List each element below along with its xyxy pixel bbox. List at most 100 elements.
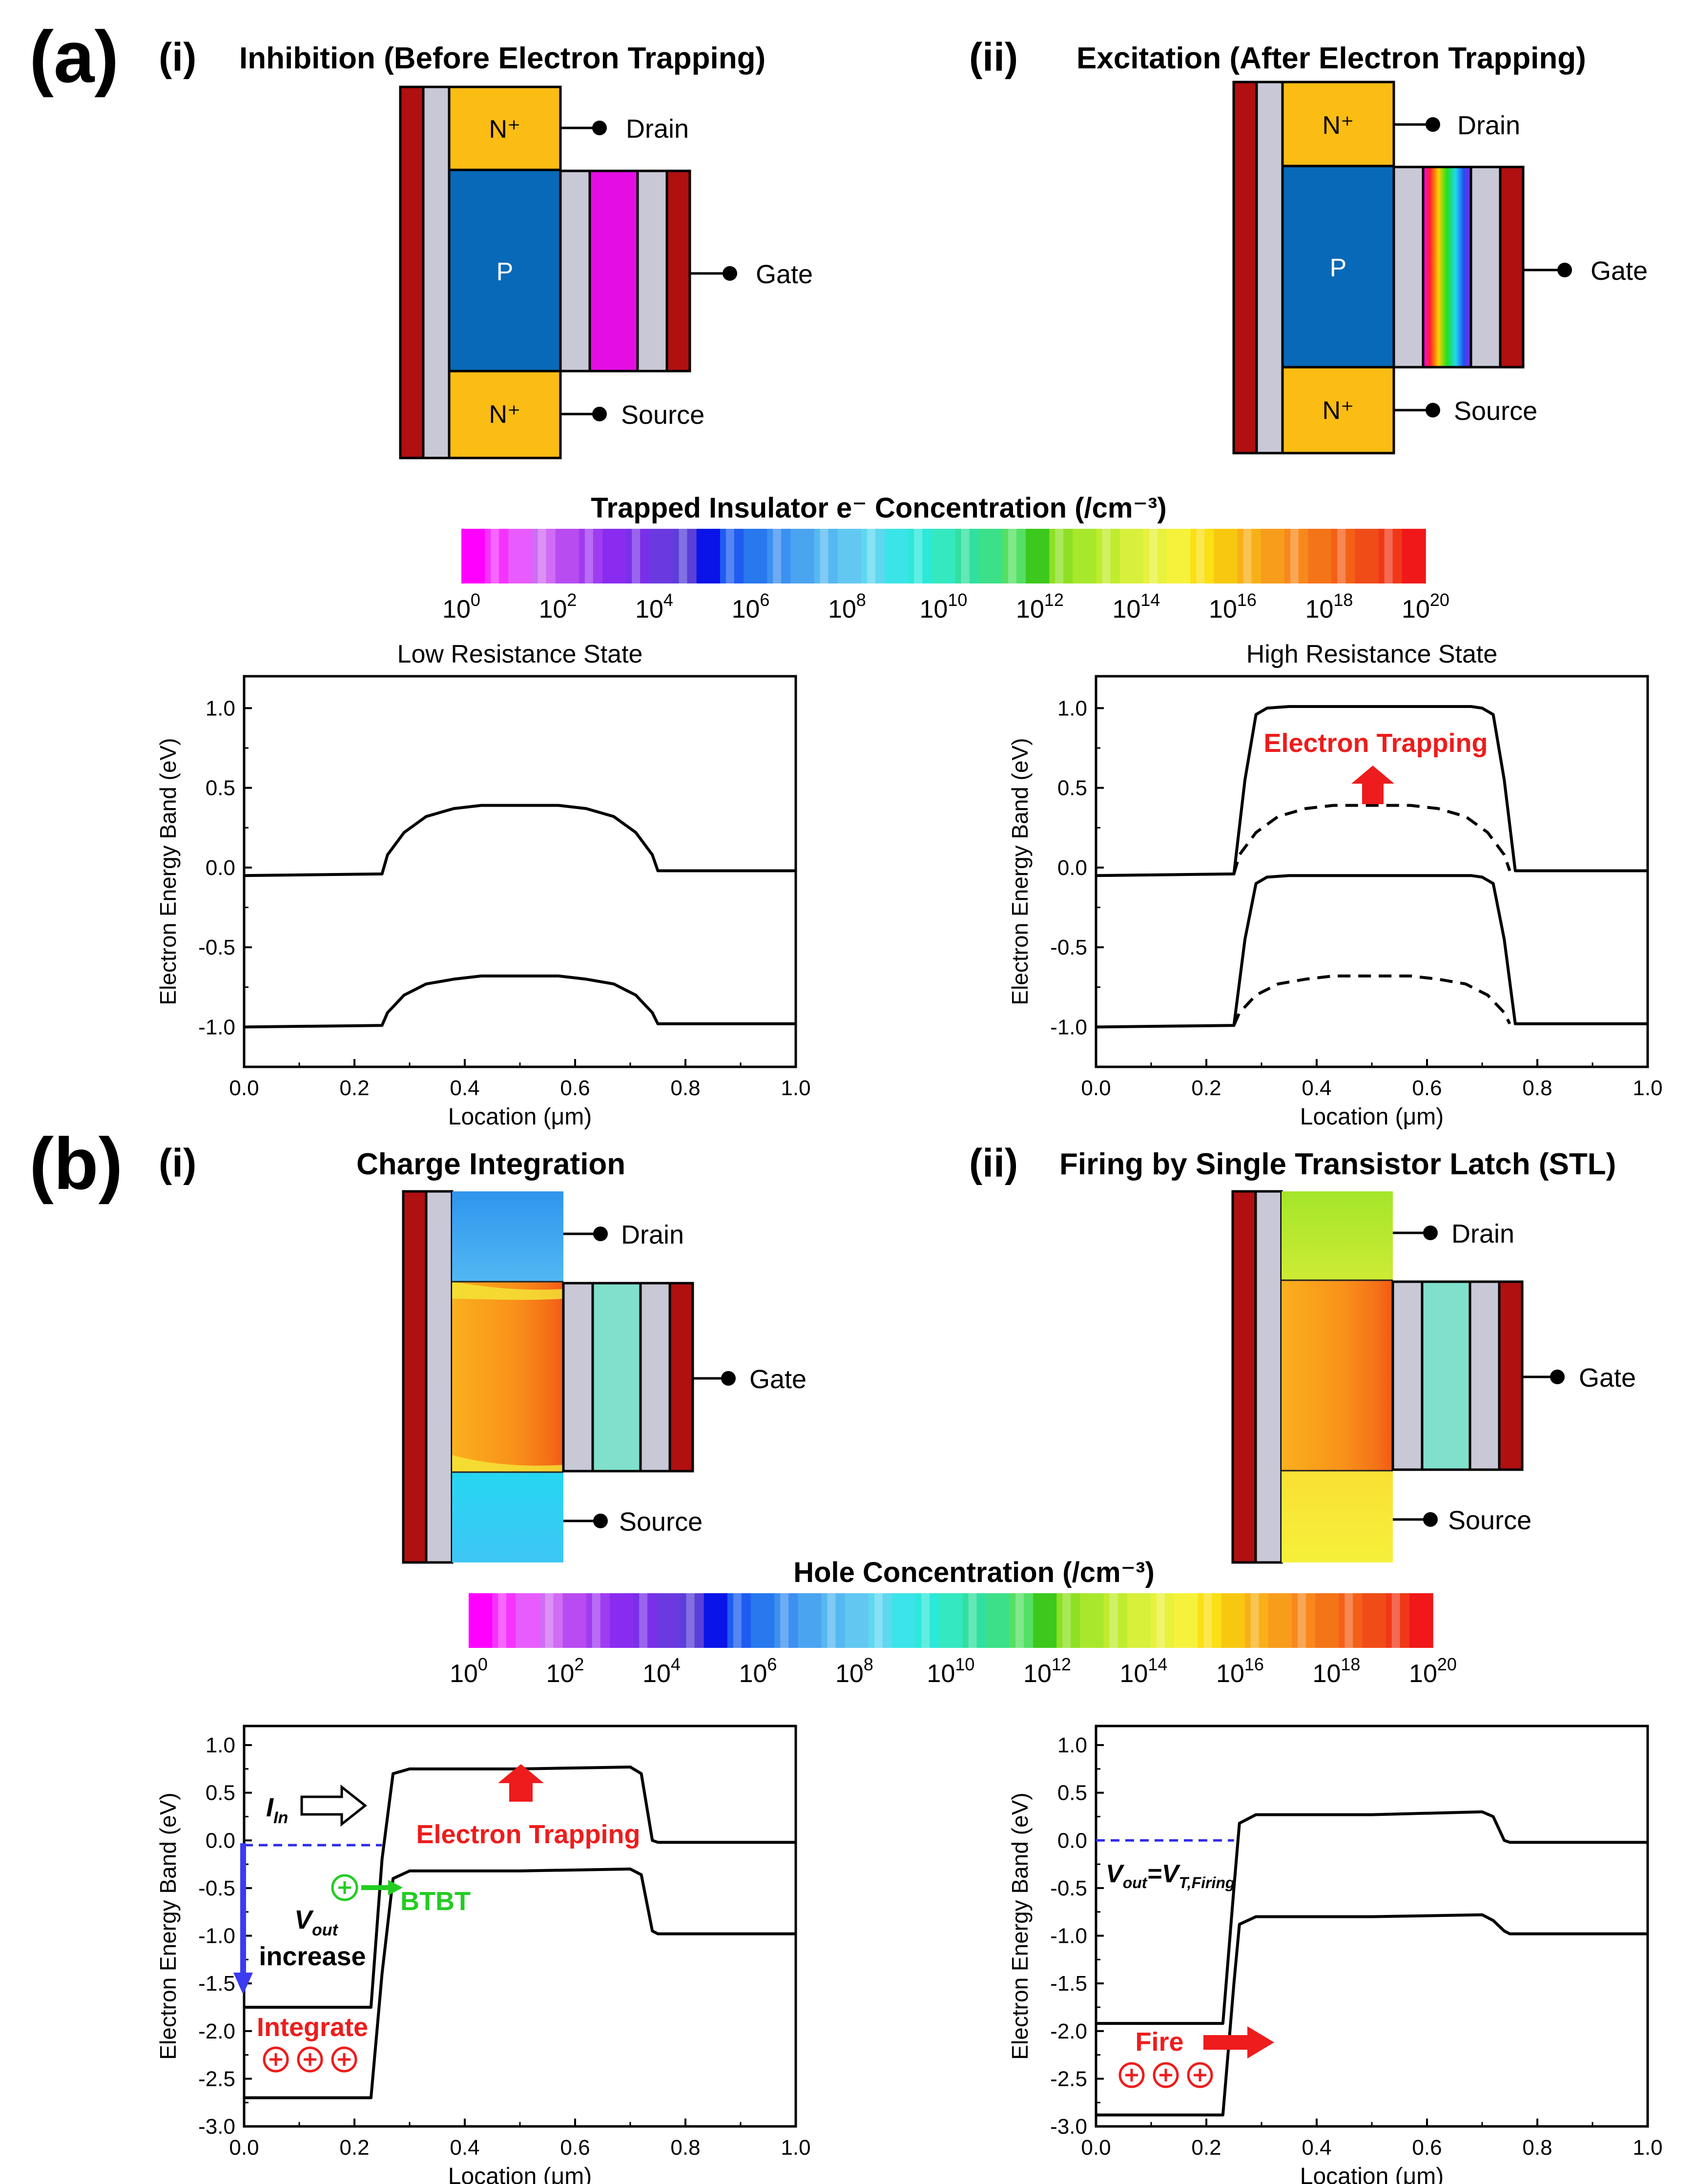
colorbar-stripe bbox=[1156, 1593, 1165, 1648]
colorbar-swatch bbox=[1362, 1593, 1386, 1648]
device-a-ii: N⁺ P N⁺ Drain Gate Source bbox=[1232, 81, 1648, 455]
colorbar-stripe bbox=[1008, 529, 1016, 583]
colorbar-swatch bbox=[1080, 1593, 1104, 1648]
colorbar-tick-label: 108 bbox=[835, 1654, 873, 1688]
panel-b-i-label: (i) bbox=[159, 1141, 196, 1186]
x-tick-label: 0.2 bbox=[1191, 2136, 1221, 2160]
electron-trapping-label-b: Electron Trapping bbox=[416, 1820, 640, 1849]
colorbar-swatch bbox=[1339, 1593, 1363, 1648]
x-tick-label: 0.6 bbox=[560, 1076, 590, 1100]
series-line bbox=[1232, 804, 1511, 874]
y-tick-label: 0.0 bbox=[1057, 1829, 1087, 1852]
colorbar-stripe bbox=[498, 1593, 507, 1648]
panel-b-label: (b) bbox=[29, 1123, 123, 1205]
colorbar-stripe bbox=[1384, 529, 1393, 583]
right-arrow-icon bbox=[1203, 2026, 1274, 2059]
device-b-ii: Drain Gate Source bbox=[1231, 1190, 1636, 1564]
x-tick-label: 0.2 bbox=[339, 1076, 369, 1100]
holes-fire bbox=[1118, 2062, 1213, 2088]
series-line bbox=[1096, 1810, 1648, 2025]
colorbar-swatch bbox=[1190, 529, 1215, 583]
colorbar-swatch bbox=[579, 529, 603, 583]
colorbar-stripe bbox=[1015, 1593, 1024, 1648]
x-tick-label: 0.2 bbox=[339, 2136, 369, 2160]
colorbar-swatch bbox=[1167, 529, 1191, 583]
series-line bbox=[244, 1867, 796, 2100]
series-line bbox=[1232, 974, 1511, 1026]
a-ii-drain-label: Drain bbox=[1457, 111, 1520, 140]
colorbar-b bbox=[469, 1593, 1433, 1648]
x-tick-label: 0.4 bbox=[1302, 2136, 1331, 2160]
colorbar-swatch bbox=[1214, 529, 1238, 583]
colorbar-stripe bbox=[1344, 1593, 1353, 1648]
colorbar-swatch bbox=[1103, 1593, 1128, 1648]
colorbar-swatch bbox=[1237, 529, 1262, 583]
colorbar-swatch bbox=[908, 529, 932, 583]
plot-title: High Resistance State bbox=[1246, 640, 1498, 668]
colorbar-swatch bbox=[1056, 1593, 1081, 1648]
colorbar-swatch bbox=[649, 529, 674, 583]
colorbar-swatch bbox=[720, 529, 744, 583]
y-tick-label: 0.5 bbox=[206, 1781, 235, 1805]
colorbar-stripe bbox=[639, 1593, 648, 1648]
colorbar-tick-label: 102 bbox=[539, 590, 577, 624]
colorbar-stripe bbox=[491, 529, 499, 583]
colorbar-stripe bbox=[592, 1593, 600, 1648]
colorbar-tick-label: 1012 bbox=[1016, 590, 1064, 624]
colorbar-stripe bbox=[686, 1593, 695, 1648]
colorbar-swatch bbox=[516, 1593, 540, 1648]
a-ii-p-region: P bbox=[1330, 254, 1347, 282]
btbt-label: BTBT bbox=[400, 1887, 471, 1916]
a-i-gate-label: Gate bbox=[756, 260, 813, 289]
colorbar-a bbox=[461, 529, 1426, 583]
plot-title: Low Resistance State bbox=[397, 640, 643, 668]
colorbar-swatch bbox=[586, 1593, 610, 1648]
colorbar-tick-label: 1018 bbox=[1305, 590, 1353, 624]
y-tick-label: -3.0 bbox=[198, 2115, 235, 2139]
colorbar-tick-label: 1014 bbox=[1120, 1654, 1168, 1688]
colorbar-swatch bbox=[837, 529, 862, 583]
colorbar-swatch bbox=[1409, 1593, 1433, 1648]
increase-label: increase bbox=[259, 1942, 366, 1971]
colorbar-swatch bbox=[1378, 529, 1403, 583]
colorbar-swatch bbox=[1127, 1593, 1151, 1648]
x-tick-label: 1.0 bbox=[781, 1076, 810, 1100]
x-tick-label: 0.0 bbox=[1081, 2136, 1111, 2160]
colorbar-tick-label: 104 bbox=[642, 1654, 681, 1688]
colorbar-swatch bbox=[461, 529, 485, 583]
colorbar-swatch bbox=[892, 1593, 916, 1648]
colorbar-swatch bbox=[1355, 529, 1379, 583]
x-axis-label: Location (μm) bbox=[1300, 2163, 1444, 2184]
panel-a-label: (a) bbox=[29, 16, 119, 98]
colorbar-tick-label: 1020 bbox=[1409, 1654, 1457, 1688]
colorbar-tick-label: 1018 bbox=[1313, 1654, 1361, 1688]
x-tick-label: 1.0 bbox=[1633, 2136, 1662, 2160]
colorbar-swatch bbox=[1402, 529, 1426, 583]
y-tick-label: 1.0 bbox=[1057, 1733, 1087, 1757]
y-tick-label: 0.5 bbox=[1057, 776, 1087, 800]
colorbar-swatch bbox=[986, 1593, 1010, 1648]
plot-low-resistance: Low Resistance State 0.0 0.2 0.4 0.6 0.8 1.0 1.… bbox=[155, 640, 811, 1130]
b-i-drain-label: Drain bbox=[621, 1220, 684, 1249]
x-tick-label: 0.0 bbox=[229, 1076, 259, 1100]
colorbar-swatch bbox=[978, 529, 1003, 583]
colorbar-stripe bbox=[961, 529, 970, 583]
colorbar-swatch bbox=[1268, 1593, 1292, 1648]
y-tick-label: -0.5 bbox=[198, 936, 235, 959]
device-b-i: Drain Gate Source bbox=[402, 1190, 807, 1564]
x-tick-label: 0.8 bbox=[1522, 1076, 1552, 1100]
a-ii-source-nplus: N⁺ bbox=[1323, 396, 1354, 425]
colorbar-stripe bbox=[1337, 529, 1346, 583]
colorbar-stripe bbox=[1062, 1593, 1071, 1648]
a-i-drain-label: Drain bbox=[626, 114, 689, 144]
y-axis-label: Electron Energy Band (eV) bbox=[155, 1792, 181, 2059]
colorbar-stripe bbox=[538, 529, 546, 583]
device-a-i: N⁺ P N⁺ Drain Gate Source bbox=[399, 85, 813, 459]
colorbar-stripe bbox=[773, 529, 782, 583]
x-tick-label: 0.8 bbox=[670, 1076, 700, 1100]
colorbar-tick-label: 108 bbox=[828, 590, 866, 624]
colorbar-stripe bbox=[874, 1593, 883, 1648]
panel-b-ii-title: Firing by Single Transistor Latch (STL) bbox=[1059, 1147, 1616, 1181]
colorbar-swatch bbox=[492, 1593, 517, 1648]
